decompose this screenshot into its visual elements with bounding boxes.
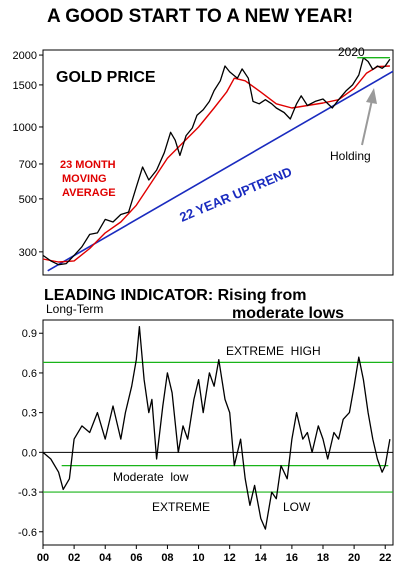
x-tick-label: 08	[161, 552, 173, 564]
x-tick-label: 04	[99, 552, 112, 564]
price-y-tick-label: 1500	[13, 80, 37, 92]
indicator-ylabel: Long-Term	[46, 302, 103, 316]
price-panel-frame	[42, 49, 394, 276]
price-y-tick-label: 700	[19, 159, 37, 171]
gold-label: GOLD PRICE	[56, 69, 156, 86]
moderate-low-label: Moderate low	[113, 470, 189, 484]
extreme-label: EXTREME	[152, 500, 210, 514]
indicator-y-tick-label: 0.6	[22, 368, 37, 380]
ma-label-line1: 23 MONTH	[60, 159, 116, 171]
x-tick-label: 16	[286, 552, 298, 564]
low-label: LOW	[283, 500, 311, 514]
price-y-tick-label: 500	[19, 194, 37, 206]
x-tick-label: 06	[130, 552, 142, 564]
x-tick-label: 12	[224, 552, 236, 564]
gold-price-line	[42, 57, 391, 266]
indicator-y-tick-label: 0.9	[22, 328, 37, 340]
price-y-tick-label: 1000	[13, 122, 37, 134]
x-tick-label: 00	[37, 552, 49, 564]
x-tick-label: 18	[317, 552, 329, 564]
chart-title: A GOOD START TO A NEW YEAR!	[46, 6, 354, 27]
ma-label-line3: AVERAGE	[62, 187, 116, 199]
x-tick-label: 20	[348, 552, 360, 564]
trendline-label: 22 YEAR UPTREND	[177, 164, 294, 225]
price-axis: 300 500 700 1000 1500 2000	[13, 50, 43, 259]
indicator-title: LEADING INDICATOR: Rising from	[44, 287, 307, 304]
leading-indicator-line	[42, 325, 391, 530]
peak-year-label: 2020	[338, 45, 365, 59]
indicator-y-tick-label: 0.0	[22, 447, 37, 459]
x-tick-label: 10	[192, 552, 204, 564]
ma-label-line2: MOVING	[62, 173, 107, 185]
holding-arrow-icon	[361, 88, 377, 146]
indicator-lines	[42, 325, 391, 530]
price-y-tick-label: 2000	[13, 50, 37, 62]
extreme-high-label: EXTREME HIGH	[226, 344, 321, 358]
indicator-panel-frame	[42, 319, 394, 546]
x-tick-label: 22	[379, 552, 391, 564]
x-tick-label: 02	[68, 552, 80, 564]
uptrend-line	[47, 70, 394, 272]
x-tick-label: 14	[255, 552, 268, 564]
moderate-low-label-bg	[108, 469, 206, 485]
price-lines	[42, 57, 394, 272]
holding-label: Holding	[330, 149, 371, 163]
indicator-y-tick-label: 0.3	[22, 408, 37, 420]
indicator-level-lines	[43, 361, 393, 493]
indicator-axis: 0.9 0.6 0.3 0.0 -0.3 -0.6 00 02 04 06 08 10 12 14 16 18…	[18, 328, 391, 564]
price-y-tick-label: 300	[19, 247, 37, 259]
indicator-y-tick-label: -0.3	[18, 487, 37, 499]
indicator-y-tick-label: -0.6	[18, 527, 37, 539]
extreme-high-label-bg	[222, 342, 342, 358]
indicator-subtitle: moderate lows	[232, 305, 345, 322]
